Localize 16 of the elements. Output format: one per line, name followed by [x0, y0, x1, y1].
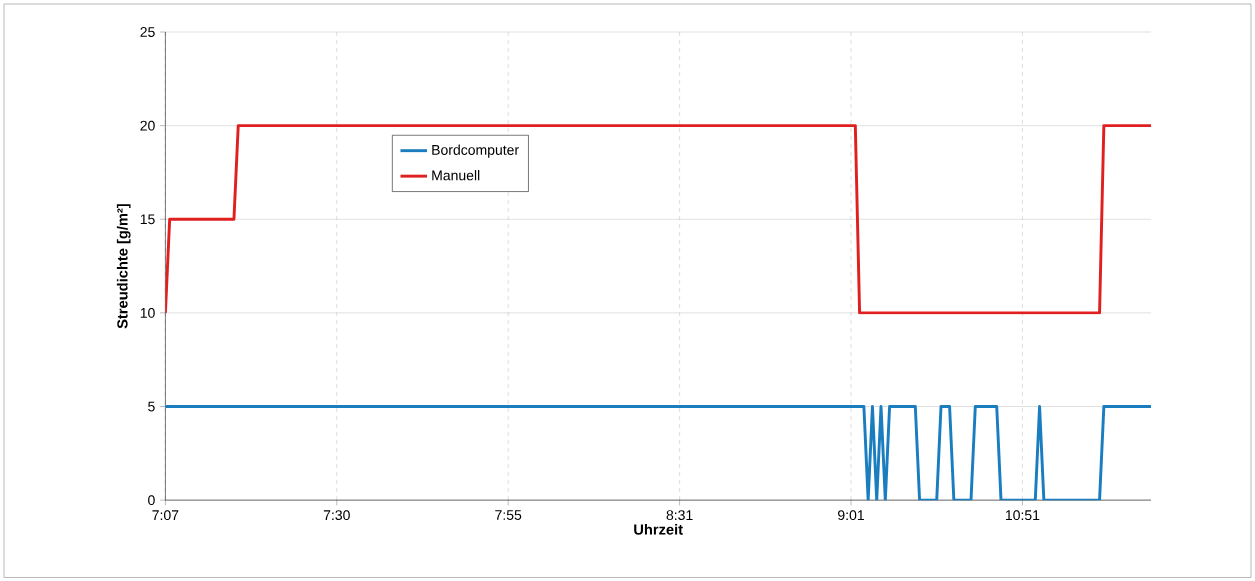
legend-label: Manuell	[432, 169, 480, 181]
y-tick-label: 0	[148, 494, 155, 505]
legend-label: Bordcomputer	[432, 144, 519, 158]
x-axis-title: Uhrzeit	[634, 523, 683, 535]
y-tick-label: 15	[140, 214, 155, 224]
y-tick-label: 25	[140, 26, 155, 37]
x-tick-label: 7:30	[323, 509, 350, 520]
y-tick-label: 5	[148, 401, 155, 412]
y-tick-label: 10	[140, 307, 155, 318]
x-tick-label: 7:07	[152, 509, 179, 520]
y-tick-label: 20	[140, 120, 155, 131]
y-axis-title: Streudichte [g/m²]	[116, 203, 131, 329]
x-tick-label: 8:31	[666, 509, 693, 520]
x-tick-label: 7:55	[495, 509, 522, 520]
x-tick-label: 9:01	[838, 509, 864, 520]
x-tick-label: 10:51	[1005, 509, 1040, 520]
